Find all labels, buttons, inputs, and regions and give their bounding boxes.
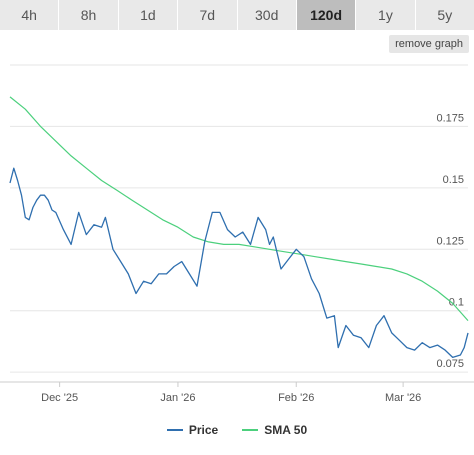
legend-item-price[interactable]: Price bbox=[166, 423, 219, 437]
y-tick-label: 0.175 bbox=[436, 112, 464, 124]
y-axis: 0.075 0.1 0.125 0.15 0.175 bbox=[436, 112, 464, 370]
timeframe-tabs: 4h 8h 1d 7d 30d 120d 1y 5y bbox=[0, 0, 474, 30]
legend: Price SMA 50 bbox=[0, 420, 474, 440]
x-axis: Dec '25 Jan '26 Feb '26 Mar '26 bbox=[0, 381, 474, 404]
legend-swatch-price bbox=[166, 429, 183, 431]
tab-4h[interactable]: 4h bbox=[0, 0, 60, 30]
y-tick-label: 0.125 bbox=[436, 235, 464, 247]
x-tick-label: Mar '26 bbox=[385, 392, 421, 404]
tab-1d[interactable]: 1d bbox=[118, 0, 179, 30]
tab-8h[interactable]: 8h bbox=[59, 0, 119, 30]
legend-label-sma-50: SMA 50 bbox=[264, 423, 308, 437]
series-line-sma-50 bbox=[9, 96, 469, 321]
tab-5y[interactable]: 5y bbox=[415, 0, 474, 30]
tab-30d[interactable]: 30d bbox=[237, 0, 297, 30]
y-tick-label: 0.1 bbox=[449, 297, 464, 309]
y-tick-label: 0.075 bbox=[436, 358, 464, 370]
tab-1y[interactable]: 1y bbox=[356, 0, 416, 30]
series-line-price bbox=[9, 167, 469, 359]
price-chart: 0.075 0.1 0.125 0.15 0.175 Dec '25 Jan '26 Feb… bbox=[0, 64, 474, 404]
legend-item-sma-50[interactable]: SMA 50 bbox=[242, 423, 307, 437]
legend-swatch-sma-50 bbox=[242, 429, 259, 431]
series bbox=[9, 96, 469, 359]
x-tick-label: Dec '25 bbox=[41, 392, 78, 404]
x-tick-label: Jan '26 bbox=[160, 392, 195, 404]
tab-120d[interactable]: 120d bbox=[296, 0, 357, 30]
grid bbox=[10, 64, 468, 373]
x-tick-label: Feb '26 bbox=[278, 392, 314, 404]
legend-label-price: Price bbox=[188, 423, 219, 437]
tab-7d[interactable]: 7d bbox=[178, 0, 238, 30]
y-tick-label: 0.15 bbox=[443, 174, 464, 186]
remove-graph-button[interactable]: remove graph bbox=[389, 35, 469, 53]
